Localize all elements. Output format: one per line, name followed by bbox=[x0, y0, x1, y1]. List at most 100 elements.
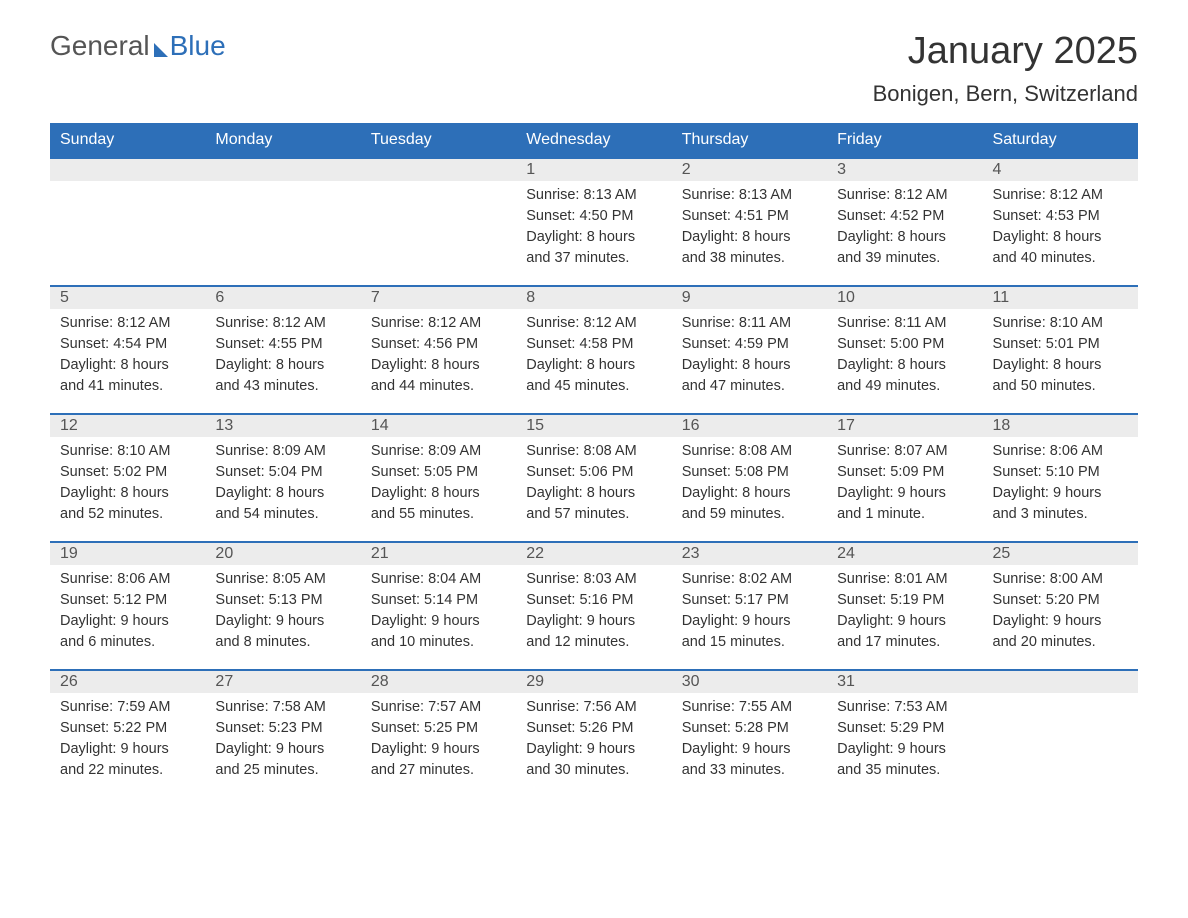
day-info: Sunrise: 7:56 AMSunset: 5:26 PMDaylight:… bbox=[516, 693, 671, 791]
day-number: 4 bbox=[983, 159, 1138, 181]
logo-text-blue: Blue bbox=[170, 30, 226, 62]
day-info: Sunrise: 8:06 AMSunset: 5:12 PMDaylight:… bbox=[50, 565, 205, 663]
day-number: 16 bbox=[672, 415, 827, 437]
weekday-header: Sunday bbox=[50, 123, 205, 158]
weekday-header: Friday bbox=[827, 123, 982, 158]
day-info: Sunrise: 7:57 AMSunset: 5:25 PMDaylight:… bbox=[361, 693, 516, 791]
calendar-day-cell: 29Sunrise: 7:56 AMSunset: 5:26 PMDayligh… bbox=[516, 670, 671, 797]
logo-text-general: General bbox=[50, 30, 150, 62]
day-number: 9 bbox=[672, 287, 827, 309]
day-info: Sunrise: 8:12 AMSunset: 4:52 PMDaylight:… bbox=[827, 181, 982, 279]
weekday-header: Tuesday bbox=[361, 123, 516, 158]
day-info: Sunrise: 8:08 AMSunset: 5:08 PMDaylight:… bbox=[672, 437, 827, 535]
calendar-day-cell: 31Sunrise: 7:53 AMSunset: 5:29 PMDayligh… bbox=[827, 670, 982, 797]
weekday-header: Thursday bbox=[672, 123, 827, 158]
day-info: Sunrise: 8:02 AMSunset: 5:17 PMDaylight:… bbox=[672, 565, 827, 663]
calendar-day-cell: 10Sunrise: 8:11 AMSunset: 5:00 PMDayligh… bbox=[827, 286, 982, 414]
calendar-day-cell: 19Sunrise: 8:06 AMSunset: 5:12 PMDayligh… bbox=[50, 542, 205, 670]
day-number: 19 bbox=[50, 543, 205, 565]
day-number: 28 bbox=[361, 671, 516, 693]
month-title: January 2025 bbox=[873, 30, 1138, 73]
day-info: Sunrise: 8:12 AMSunset: 4:54 PMDaylight:… bbox=[50, 309, 205, 407]
calendar-body: 1Sunrise: 8:13 AMSunset: 4:50 PMDaylight… bbox=[50, 158, 1138, 797]
day-number bbox=[205, 159, 360, 181]
header: General Blue January 2025 Bonigen, Bern,… bbox=[50, 30, 1138, 107]
calendar-day-cell: 15Sunrise: 8:08 AMSunset: 5:06 PMDayligh… bbox=[516, 414, 671, 542]
calendar-day-cell: 14Sunrise: 8:09 AMSunset: 5:05 PMDayligh… bbox=[361, 414, 516, 542]
calendar-week-row: 19Sunrise: 8:06 AMSunset: 5:12 PMDayligh… bbox=[50, 542, 1138, 670]
day-number bbox=[50, 159, 205, 181]
calendar-week-row: 26Sunrise: 7:59 AMSunset: 5:22 PMDayligh… bbox=[50, 670, 1138, 797]
calendar-day-cell: 27Sunrise: 7:58 AMSunset: 5:23 PMDayligh… bbox=[205, 670, 360, 797]
weekday-header: Monday bbox=[205, 123, 360, 158]
calendar-day-cell: 20Sunrise: 8:05 AMSunset: 5:13 PMDayligh… bbox=[205, 542, 360, 670]
day-number: 30 bbox=[672, 671, 827, 693]
day-number: 26 bbox=[50, 671, 205, 693]
day-info: Sunrise: 8:12 AMSunset: 4:53 PMDaylight:… bbox=[983, 181, 1138, 279]
day-number: 3 bbox=[827, 159, 982, 181]
day-number bbox=[361, 159, 516, 181]
day-number: 8 bbox=[516, 287, 671, 309]
calendar-day-cell: 16Sunrise: 8:08 AMSunset: 5:08 PMDayligh… bbox=[672, 414, 827, 542]
calendar-day-cell: 21Sunrise: 8:04 AMSunset: 5:14 PMDayligh… bbox=[361, 542, 516, 670]
day-info: Sunrise: 7:59 AMSunset: 5:22 PMDaylight:… bbox=[50, 693, 205, 791]
day-info: Sunrise: 8:08 AMSunset: 5:06 PMDaylight:… bbox=[516, 437, 671, 535]
day-info: Sunrise: 8:04 AMSunset: 5:14 PMDaylight:… bbox=[361, 565, 516, 663]
calendar-day-cell: 11Sunrise: 8:10 AMSunset: 5:01 PMDayligh… bbox=[983, 286, 1138, 414]
day-info: Sunrise: 8:09 AMSunset: 5:04 PMDaylight:… bbox=[205, 437, 360, 535]
calendar-table: SundayMondayTuesdayWednesdayThursdayFrid… bbox=[50, 123, 1138, 797]
day-number: 2 bbox=[672, 159, 827, 181]
calendar-head: SundayMondayTuesdayWednesdayThursdayFrid… bbox=[50, 123, 1138, 158]
weekday-header: Saturday bbox=[983, 123, 1138, 158]
day-info: Sunrise: 8:11 AMSunset: 5:00 PMDaylight:… bbox=[827, 309, 982, 407]
calendar-day-cell: 12Sunrise: 8:10 AMSunset: 5:02 PMDayligh… bbox=[50, 414, 205, 542]
calendar-day-cell: 1Sunrise: 8:13 AMSunset: 4:50 PMDaylight… bbox=[516, 158, 671, 286]
day-info: Sunrise: 8:13 AMSunset: 4:50 PMDaylight:… bbox=[516, 181, 671, 279]
calendar-day-cell bbox=[50, 158, 205, 286]
calendar-day-cell bbox=[361, 158, 516, 286]
calendar-day-cell bbox=[983, 670, 1138, 797]
day-number: 12 bbox=[50, 415, 205, 437]
calendar-day-cell: 17Sunrise: 8:07 AMSunset: 5:09 PMDayligh… bbox=[827, 414, 982, 542]
calendar-day-cell: 6Sunrise: 8:12 AMSunset: 4:55 PMDaylight… bbox=[205, 286, 360, 414]
day-number: 14 bbox=[361, 415, 516, 437]
calendar-day-cell: 22Sunrise: 8:03 AMSunset: 5:16 PMDayligh… bbox=[516, 542, 671, 670]
day-info: Sunrise: 8:13 AMSunset: 4:51 PMDaylight:… bbox=[672, 181, 827, 279]
calendar-week-row: 5Sunrise: 8:12 AMSunset: 4:54 PMDaylight… bbox=[50, 286, 1138, 414]
calendar-day-cell: 13Sunrise: 8:09 AMSunset: 5:04 PMDayligh… bbox=[205, 414, 360, 542]
weekday-header: Wednesday bbox=[516, 123, 671, 158]
day-info: Sunrise: 8:00 AMSunset: 5:20 PMDaylight:… bbox=[983, 565, 1138, 663]
day-number: 25 bbox=[983, 543, 1138, 565]
day-info: Sunrise: 8:12 AMSunset: 4:55 PMDaylight:… bbox=[205, 309, 360, 407]
day-number: 13 bbox=[205, 415, 360, 437]
day-info: Sunrise: 8:01 AMSunset: 5:19 PMDaylight:… bbox=[827, 565, 982, 663]
day-number: 27 bbox=[205, 671, 360, 693]
day-number: 1 bbox=[516, 159, 671, 181]
day-number: 20 bbox=[205, 543, 360, 565]
logo-triangle-icon bbox=[154, 43, 168, 57]
calendar-day-cell: 18Sunrise: 8:06 AMSunset: 5:10 PMDayligh… bbox=[983, 414, 1138, 542]
calendar-day-cell: 2Sunrise: 8:13 AMSunset: 4:51 PMDaylight… bbox=[672, 158, 827, 286]
day-info: Sunrise: 8:07 AMSunset: 5:09 PMDaylight:… bbox=[827, 437, 982, 535]
day-info: Sunrise: 8:10 AMSunset: 5:02 PMDaylight:… bbox=[50, 437, 205, 535]
day-info: Sunrise: 7:58 AMSunset: 5:23 PMDaylight:… bbox=[205, 693, 360, 791]
day-info: Sunrise: 8:10 AMSunset: 5:01 PMDaylight:… bbox=[983, 309, 1138, 407]
day-info: Sunrise: 8:11 AMSunset: 4:59 PMDaylight:… bbox=[672, 309, 827, 407]
day-number: 6 bbox=[205, 287, 360, 309]
day-info: Sunrise: 8:12 AMSunset: 4:56 PMDaylight:… bbox=[361, 309, 516, 407]
day-number: 31 bbox=[827, 671, 982, 693]
day-number: 22 bbox=[516, 543, 671, 565]
calendar-day-cell: 4Sunrise: 8:12 AMSunset: 4:53 PMDaylight… bbox=[983, 158, 1138, 286]
day-info: Sunrise: 8:03 AMSunset: 5:16 PMDaylight:… bbox=[516, 565, 671, 663]
calendar-day-cell: 26Sunrise: 7:59 AMSunset: 5:22 PMDayligh… bbox=[50, 670, 205, 797]
day-info: Sunrise: 8:12 AMSunset: 4:58 PMDaylight:… bbox=[516, 309, 671, 407]
day-number: 24 bbox=[827, 543, 982, 565]
logo: General Blue bbox=[50, 30, 226, 62]
location: Bonigen, Bern, Switzerland bbox=[873, 81, 1138, 107]
calendar-day-cell: 30Sunrise: 7:55 AMSunset: 5:28 PMDayligh… bbox=[672, 670, 827, 797]
day-number: 10 bbox=[827, 287, 982, 309]
day-info: Sunrise: 7:53 AMSunset: 5:29 PMDaylight:… bbox=[827, 693, 982, 791]
calendar-day-cell: 23Sunrise: 8:02 AMSunset: 5:17 PMDayligh… bbox=[672, 542, 827, 670]
calendar-day-cell: 5Sunrise: 8:12 AMSunset: 4:54 PMDaylight… bbox=[50, 286, 205, 414]
day-number: 5 bbox=[50, 287, 205, 309]
